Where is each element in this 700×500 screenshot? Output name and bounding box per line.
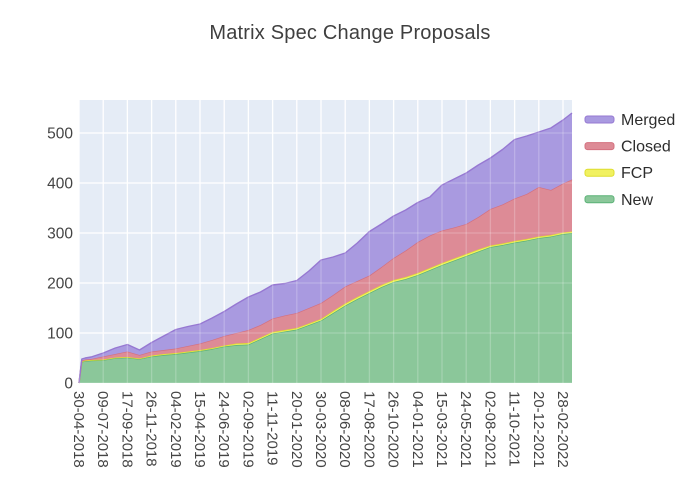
gridline-overlay <box>78 100 572 384</box>
x-axis: 30-04-2018 09-07-2018 17-09-2018 26-11-2018… <box>70 391 571 468</box>
x-axis-tick-label: 15-04-2019 <box>191 391 208 468</box>
y-axis-tick-label: 300 <box>47 226 73 243</box>
legend-swatch-new <box>584 195 615 204</box>
x-axis-tick-label: 26-11-2018 <box>143 391 160 467</box>
legend-label-fcp: FCP <box>621 165 653 182</box>
x-axis-tick-label: 30-03-2020 <box>312 391 329 468</box>
x-axis-tick-label: 30-04-2018 <box>70 391 87 468</box>
legend-item-new[interactable]: New <box>584 192 653 209</box>
x-axis-tick-label: 24-05-2021 <box>457 391 474 468</box>
line-merged <box>78 112 573 384</box>
y-axis-tick-label: 500 <box>47 126 73 143</box>
legend-label-new: New <box>621 192 653 209</box>
y-axis-tick-label: 400 <box>47 176 73 193</box>
y-axis-tick-label: 0 <box>64 376 73 393</box>
x-axis-tick-label: 28-02-2022 <box>554 391 571 468</box>
legend-swatch-closed <box>584 142 615 151</box>
legend-label-merged: Merged <box>621 112 675 129</box>
x-axis-tick-label: 04-01-2021 <box>409 391 426 468</box>
y-axis-tick-label: 100 <box>47 326 73 343</box>
x-axis-tick-label: 17-09-2018 <box>118 391 135 468</box>
legend-item-fcp[interactable]: FCP <box>584 165 653 182</box>
x-axis-tick-label: 15-03-2021 <box>433 391 450 468</box>
legend-item-closed[interactable]: Closed <box>584 139 671 156</box>
chart-title: Matrix Spec Change Proposals <box>209 22 491 44</box>
y-axis-tick-label: 200 <box>47 276 73 293</box>
x-axis-tick-label: 02-08-2021 <box>481 391 498 468</box>
x-axis-tick-label: 11-10-2021 <box>506 391 523 467</box>
x-axis-tick-label: 26-10-2020 <box>385 391 402 468</box>
area-closed <box>79 179 572 383</box>
x-axis-tick-label: 24-06-2019 <box>215 391 232 468</box>
area-merged <box>79 113 572 383</box>
x-axis-tick-label: 11-11-2019 <box>264 391 281 466</box>
legend-item-merged[interactable]: Merged <box>584 112 675 129</box>
legend-swatch-fcp <box>584 168 615 177</box>
x-axis-tick-label: 17-08-2020 <box>360 391 377 468</box>
legend: Merged Closed FCP New <box>584 112 675 209</box>
legend-label-closed: Closed <box>621 139 671 156</box>
y-axis: 0 100 200 300 400 500 <box>47 126 73 393</box>
x-axis-tick-label: 20-01-2020 <box>288 391 305 468</box>
x-axis-tick-label: 09-07-2018 <box>94 391 111 468</box>
x-axis-tick-label: 04-02-2019 <box>167 391 184 468</box>
x-axis-tick-label: 20-12-2021 <box>530 391 547 468</box>
x-axis-tick-label: 08-06-2020 <box>336 391 353 468</box>
area-new <box>79 233 572 383</box>
x-axis-tick-label: 02-09-2019 <box>239 391 256 468</box>
legend-swatch-merged <box>584 115 615 124</box>
